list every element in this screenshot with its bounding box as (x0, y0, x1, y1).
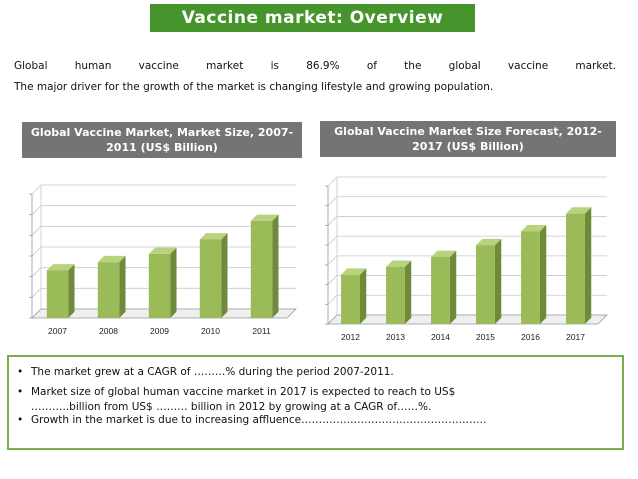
bar-top (199, 233, 228, 240)
gridline (31, 226, 42, 236)
summary-box: • The market grew at a CAGR of ………% duri… (7, 355, 624, 450)
bar-top (566, 207, 592, 214)
bar-side (272, 214, 279, 318)
bar (46, 270, 69, 318)
market-size-chart: 2007 2008 2009 2010 2011 (29, 184, 297, 336)
bar-top (476, 238, 502, 246)
gridline (31, 205, 42, 215)
bar-top (148, 247, 177, 254)
bar-top (97, 255, 126, 263)
bar-side (170, 247, 177, 318)
bar (386, 266, 405, 324)
bar-side (68, 264, 75, 318)
bar-top (46, 264, 75, 271)
summary-text: The market grew at a CAGR of ………% during… (31, 366, 394, 378)
x-tick-label: 2009 (150, 326, 169, 336)
bar-side (584, 207, 592, 324)
forecast-chart: 2012 2013 2014 2015 2016 2017 (325, 176, 608, 342)
summary-item: • Market size of global human vaccine ma… (17, 385, 614, 399)
summary-text: Market size of global human vaccine mark… (31, 386, 456, 398)
bar-top (250, 214, 279, 221)
bar-side (404, 260, 412, 324)
bar (476, 245, 495, 324)
gridline (327, 176, 338, 187)
chart1-title: Global Vaccine Market, Market Size, 2007… (22, 122, 302, 158)
bullet-icon: • (17, 414, 24, 426)
bar-top (431, 250, 457, 257)
bar (199, 239, 222, 318)
chart-floor (327, 314, 608, 325)
x-tick-label: 2007 (48, 326, 67, 336)
bar-top (521, 225, 547, 232)
summary-text: Growth in the market is due to increasin… (31, 414, 487, 426)
gridline (327, 275, 338, 285)
bar-side (359, 268, 367, 324)
gridline (327, 235, 338, 246)
x-tick-label: 2010 (201, 326, 220, 336)
bar (566, 213, 585, 324)
intro-text-line2: The major driver for the growth of the m… (14, 81, 494, 93)
x-tick-label: 2008 (99, 326, 118, 336)
bar (97, 262, 120, 318)
x-tick-label: 2011 (252, 326, 271, 336)
bar-side (449, 250, 457, 324)
bar-side (119, 255, 126, 318)
gridline (327, 216, 338, 226)
summary-text-continued: ………..billion from US$ ……… billion in 201… (31, 401, 432, 413)
gridline (31, 288, 42, 298)
x-tick-label: 2012 (341, 332, 360, 342)
bar-side (494, 238, 502, 324)
x-tick-label: 2013 (386, 332, 405, 342)
page-title: Vaccine market: Overview (150, 4, 475, 32)
gridline (327, 295, 338, 305)
bar-top (341, 268, 367, 275)
summary-item: • Growth in the market is due to increas… (17, 413, 614, 427)
intro-text-line1: Global human vaccine market is 86.9% of … (14, 60, 616, 72)
chart2-title: Global Vaccine Market Size Forecast, 201… (320, 121, 616, 157)
bar-side (539, 225, 547, 324)
bar (521, 231, 540, 324)
gridline (31, 246, 42, 257)
bar (341, 274, 360, 324)
x-tick-label: 2017 (566, 332, 585, 342)
x-tick-label: 2014 (431, 332, 450, 342)
bullet-icon: • (17, 366, 24, 378)
gridline (327, 196, 338, 206)
gridline (31, 184, 42, 195)
bar-top (386, 260, 412, 267)
summary-item: • The market grew at a CAGR of ………% duri… (17, 365, 614, 379)
bar (250, 220, 273, 318)
gridline (31, 267, 42, 277)
bar-side (221, 233, 228, 318)
x-tick-label: 2016 (521, 332, 540, 342)
bar (148, 253, 171, 318)
bullet-icon: • (17, 386, 24, 398)
gridline (327, 255, 338, 266)
x-tick-label: 2015 (476, 332, 495, 342)
bar (431, 256, 450, 324)
